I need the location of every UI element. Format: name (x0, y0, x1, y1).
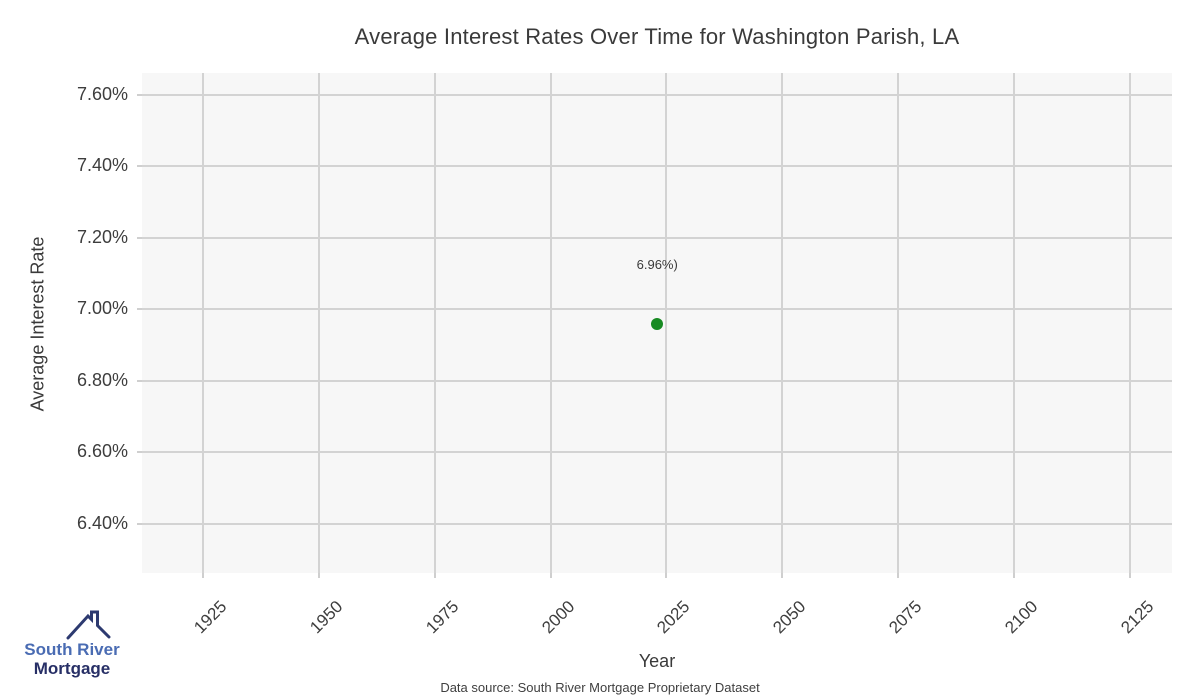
x-tick-mark (665, 573, 668, 578)
x-tick-mark (1128, 573, 1131, 578)
x-tick-label: 2100 (1001, 597, 1042, 638)
y-tick-mark (137, 451, 142, 454)
logo-text-line2: Mortgage (33, 659, 111, 678)
y-tick-label: 6.60% (76, 441, 128, 462)
y-tick-mark (137, 308, 142, 311)
y-tick-mark (137, 379, 142, 382)
gridline-vertical (317, 73, 320, 573)
data-point (651, 317, 664, 330)
y-tick-label: 6.40% (76, 513, 128, 533)
x-tick-mark (433, 573, 436, 578)
house-roof-icon (66, 610, 111, 640)
x-axis-title: Year (638, 651, 676, 671)
gridline-vertical (781, 73, 784, 573)
gridline-vertical (549, 73, 552, 573)
y-tick-label: 7.20% (76, 226, 128, 247)
data-source-caption: Data source: South River Mortgage Propri… (440, 680, 760, 695)
x-tick-label: 2000 (537, 597, 579, 638)
x-tick-label: 2025 (653, 597, 694, 638)
x-tick-label: 1975 (422, 597, 463, 638)
gridline-vertical (1013, 73, 1015, 573)
chart-title: Average Interest Rates Over Time for Was… (354, 24, 960, 49)
x-tick-label: 2050 (769, 597, 810, 638)
y-tick-mark (137, 236, 142, 239)
gridline-vertical (897, 73, 900, 573)
gridline-horizontal (142, 165, 1172, 168)
x-tick-mark (1013, 573, 1015, 578)
point-annotation: 6.96%) (636, 257, 678, 273)
x-tick-label: 2125 (1117, 597, 1158, 638)
gridline-vertical (1128, 73, 1131, 573)
x-tick-label: 1925 (190, 597, 231, 638)
gridline-horizontal (142, 523, 1172, 525)
y-tick-label: 7.60% (76, 83, 128, 104)
x-tick-mark (202, 573, 205, 578)
gridline-vertical (433, 73, 436, 573)
y-tick-label: 7.40% (76, 155, 128, 176)
gridline-vertical (202, 73, 205, 573)
gridline-vertical (665, 73, 668, 573)
y-tick-label: 6.80% (76, 369, 128, 390)
x-tick-mark (781, 573, 784, 578)
y-tick-label: 7.00% (76, 298, 128, 319)
y-tick-mark (137, 93, 142, 96)
x-tick-mark (897, 573, 900, 578)
x-tick-mark (549, 573, 552, 578)
logo: South River Mortgage (16, 610, 128, 678)
gridline-horizontal (142, 236, 1172, 239)
y-tick-mark (137, 165, 142, 168)
y-tick-mark (137, 523, 142, 525)
gridline-horizontal (142, 379, 1172, 382)
x-tick-label: 2075 (885, 597, 926, 638)
gridline-horizontal (142, 308, 1172, 311)
gridline-horizontal (142, 93, 1172, 96)
x-tick-label: 1950 (306, 597, 347, 638)
gridline-horizontal (142, 451, 1172, 454)
logo-text-line1: South River (24, 640, 120, 659)
x-tick-mark (317, 573, 320, 578)
